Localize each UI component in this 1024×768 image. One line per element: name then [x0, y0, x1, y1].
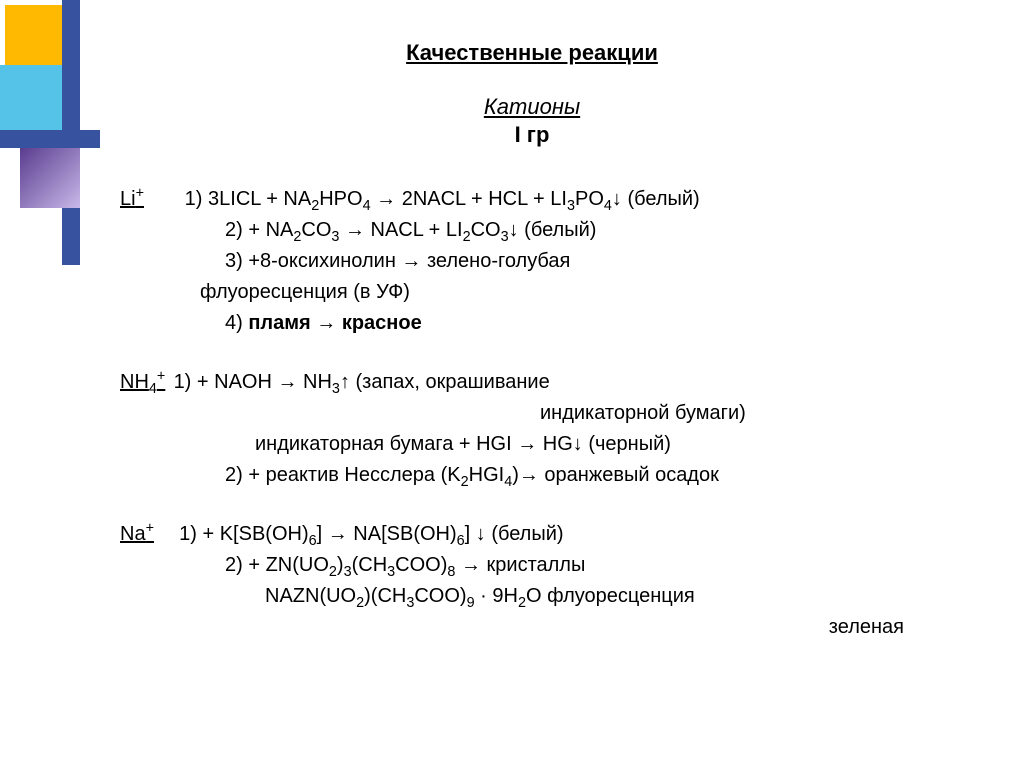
subtitle-cations: Катионы [100, 94, 964, 120]
li-reaction-2: 2) + NA2CO3 → NACL + LI2CO3↓ (белый) [100, 215, 964, 246]
li-reaction-1: 1) 3LICL + NA2HPO4 → 2NACL + HCL + LI3PO… [185, 188, 700, 210]
na-reaction-2: 2) + ZN(UO2)3(CH3COO)8 → кристаллы [100, 550, 964, 581]
nh4-reaction-1c: индикаторная бумага + HGI → HG↓ (черный) [100, 429, 964, 460]
li-reaction-3a: 3) +8-оксихинолин → зелено-голубая [100, 246, 964, 277]
main-title: Качественные реакции [100, 40, 964, 66]
sodium-block: Na+ 1) + K[SB(OH)6] → NA[SB(OH)6] ↓ (бел… [100, 519, 964, 643]
nh4-reaction-1b: индикаторной бумаги) [100, 398, 964, 429]
li-reaction-4: 4) пламя → красное [100, 308, 964, 339]
li-reaction-3b: флуоресценция (в УФ) [100, 277, 964, 308]
lithium-block: Li+ 1) 3LICL + NA2HPO4 → 2NACL + HCL + L… [100, 184, 964, 339]
nh4-ion-label: NH4+ [120, 367, 168, 398]
na-ion-label: Na+ [120, 519, 168, 550]
slide-content: Качественные реакции Катионы I гр Li+ 1)… [0, 0, 1024, 691]
na-reaction-2b-b: зеленая [100, 612, 964, 643]
ammonium-block: NH4+ 1) + NAOH → NH3↑ (запах, окрашивани… [100, 367, 964, 491]
group-label: I гр [100, 122, 964, 148]
li-ion-label: Li+ [120, 184, 168, 215]
nh4-reaction-2: 2) + реактив Несслера (K2HGI4)→ оранжевы… [100, 460, 964, 491]
nh4-reaction-1a: 1) + NAOH → NH3↑ (запах, окрашивание [174, 371, 550, 393]
na-reaction-2b-a: NAZN(UO2)(CH3COO)9 · 9H2O флуоресценция [100, 581, 964, 612]
na-reaction-1: 1) + K[SB(OH)6] → NA[SB(OH)6] ↓ (белый) [179, 523, 563, 545]
